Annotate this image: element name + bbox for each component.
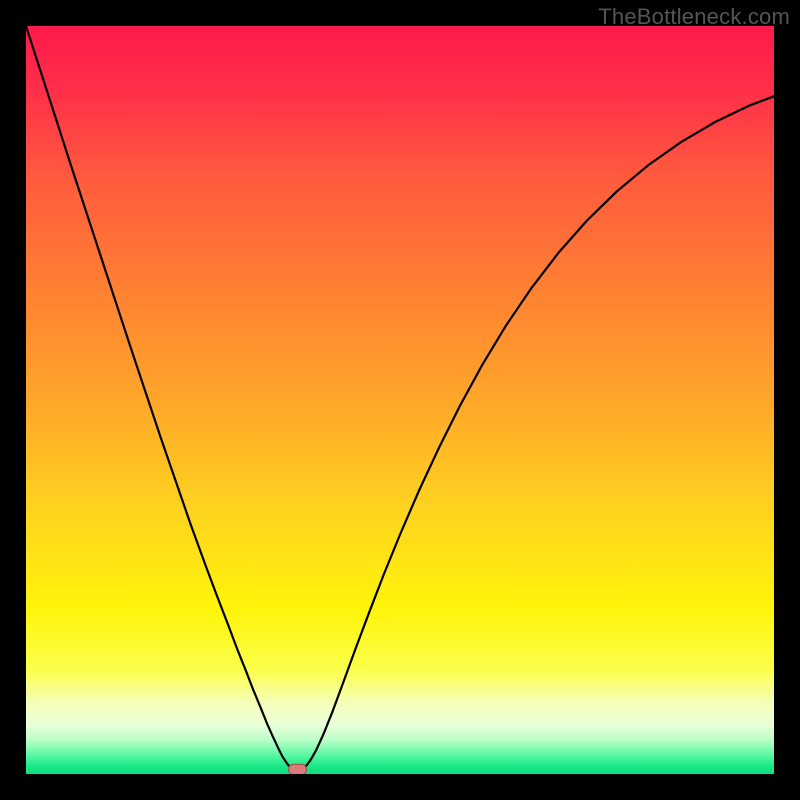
watermark-text: TheBottleneck.com	[598, 4, 790, 30]
gradient-background	[26, 26, 774, 774]
minimum-marker	[289, 764, 307, 774]
plot-area	[26, 26, 774, 774]
chart-frame: TheBottleneck.com	[0, 0, 800, 800]
chart-svg	[26, 26, 774, 774]
